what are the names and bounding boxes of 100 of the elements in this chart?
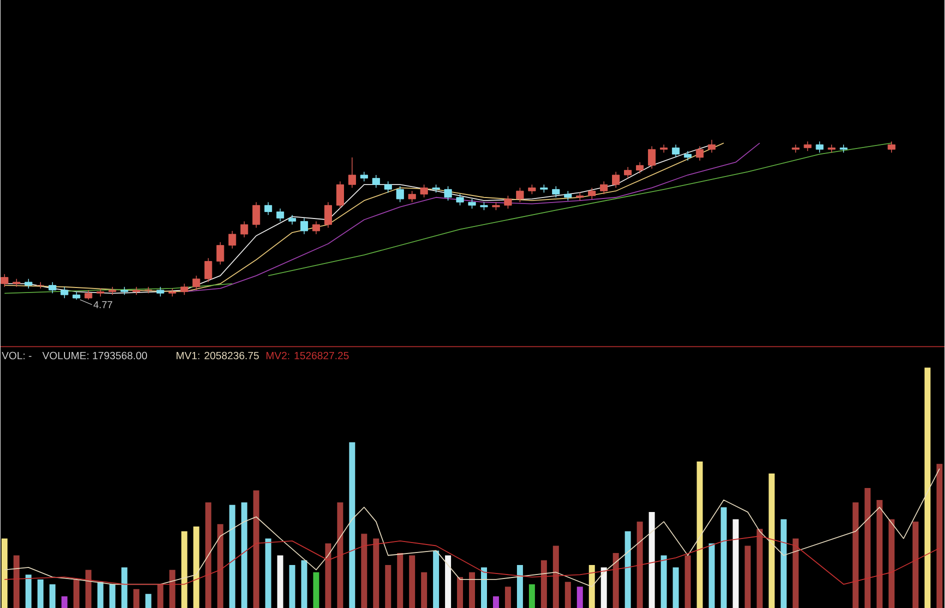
bar: [169, 570, 176, 608]
bar: [612, 552, 619, 608]
annotation: 4.77: [94, 301, 112, 308]
candlestick: [888, 140, 896, 153]
candlestick: [120, 286, 128, 296]
bar: [421, 572, 428, 608]
candlestick: [468, 198, 476, 209]
candlestick: [264, 202, 272, 216]
bar: [588, 564, 595, 608]
bar: [301, 560, 308, 608]
bar: [768, 473, 775, 608]
candlestick: [252, 202, 260, 228]
bar: [744, 546, 751, 608]
text: MV1: 2058236.75: [176, 352, 259, 360]
bar: [576, 586, 583, 608]
bar: [540, 560, 547, 608]
bar: [13, 555, 20, 608]
bar: [349, 442, 356, 608]
bar: [49, 584, 56, 608]
bar: [756, 528, 763, 608]
bar: [229, 504, 236, 608]
bar: [876, 500, 883, 608]
candlestick: [12, 278, 20, 288]
bar: [133, 588, 140, 608]
bar: [708, 543, 715, 608]
candlestick: [396, 186, 404, 202]
candlestick: [60, 286, 68, 298]
candlestick: [240, 220, 248, 238]
candlestick: [84, 290, 92, 300]
bar: [552, 546, 559, 608]
bar: [241, 502, 248, 608]
bar: [373, 538, 380, 608]
bar: [217, 524, 224, 608]
bar: [85, 570, 92, 608]
bar: [325, 543, 332, 608]
bar: [253, 490, 260, 608]
bar: [924, 367, 931, 608]
candlestick: [444, 186, 452, 201]
candlestick: [384, 180, 392, 193]
candlestick: [540, 184, 548, 193]
text: VOL: -: [2, 352, 32, 360]
bar: [121, 567, 128, 608]
bar: [2, 538, 8, 608]
bar: [792, 538, 799, 608]
candlestick: [636, 162, 644, 174]
bar: [61, 596, 68, 608]
candlestick: [288, 214, 296, 225]
candlestick: [36, 282, 44, 289]
bar: [780, 519, 787, 608]
candlestick: [108, 286, 116, 296]
bar: [397, 552, 404, 608]
candlestick: [24, 278, 32, 289]
candlestick: [588, 187, 596, 200]
bar: [73, 579, 80, 608]
candlestick: [336, 180, 344, 209]
bar: [337, 502, 344, 608]
bar: [25, 574, 32, 608]
candlestick: [360, 171, 368, 182]
candlestick: [516, 187, 524, 202]
bar: [313, 572, 320, 608]
bar: [720, 507, 727, 608]
candlestick: [204, 258, 212, 282]
bar: [636, 522, 643, 608]
bar: [528, 584, 535, 608]
bar: [409, 555, 416, 608]
bar: [912, 522, 919, 608]
bar: [504, 586, 511, 608]
text: MV2: 1526827.25: [266, 352, 349, 360]
bar: [469, 572, 475, 608]
candlestick: [600, 180, 608, 194]
bar: [696, 461, 703, 608]
text: VOLUME: 1793568.00: [42, 352, 148, 360]
bar: [864, 488, 871, 608]
candlestick: [672, 144, 680, 158]
candlestick: [96, 288, 104, 297]
bar: [289, 564, 296, 608]
bar: [480, 567, 487, 608]
candlestick: [216, 242, 224, 265]
candlestick: [804, 140, 812, 152]
candlestick: [228, 230, 236, 249]
candlestick: [648, 146, 656, 169]
bar: [445, 555, 452, 608]
candlestick: [276, 208, 284, 222]
bar: [181, 531, 188, 608]
bar: [265, 538, 272, 608]
candlestick: [156, 286, 164, 297]
candlestick: [456, 194, 464, 206]
bar: [145, 594, 152, 608]
bar: [109, 584, 116, 608]
candlestick: [612, 171, 620, 188]
bar: [600, 567, 607, 608]
bar: [157, 584, 164, 608]
candlestick: [312, 220, 320, 234]
candlestick: [0, 274, 8, 288]
bar: [277, 555, 284, 608]
candlestick: [564, 190, 572, 201]
bar: [732, 519, 739, 608]
bar: [457, 576, 464, 608]
candlestick: [624, 166, 632, 178]
bar: [492, 596, 499, 608]
